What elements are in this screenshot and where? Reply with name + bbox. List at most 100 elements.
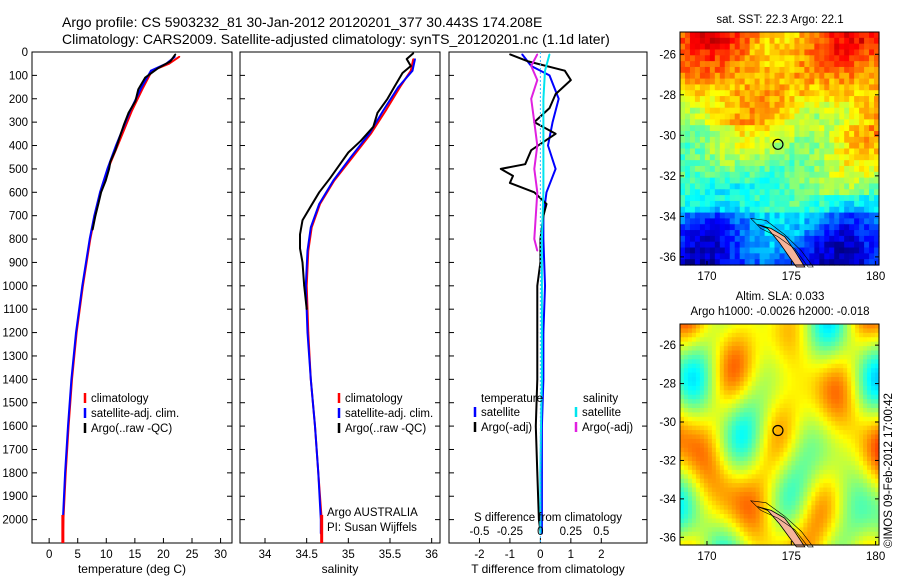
map-cell — [707, 465, 713, 471]
map-cell — [734, 154, 741, 161]
map-cell — [719, 416, 725, 422]
map-cell — [763, 368, 769, 374]
map-cell — [687, 328, 693, 334]
map-cell — [863, 531, 868, 537]
map-cell — [789, 90, 796, 97]
data-point — [104, 179, 107, 182]
map-cell — [799, 341, 804, 347]
data-point — [97, 203, 100, 205]
map-cell — [779, 438, 785, 444]
map-cell — [684, 107, 691, 115]
map-cell — [803, 385, 808, 391]
map-cell — [727, 500, 733, 506]
map-cell — [680, 113, 686, 120]
map-cell — [839, 247, 845, 254]
data-point — [134, 100, 137, 102]
map-cell — [731, 434, 737, 440]
map-cell — [835, 421, 840, 427]
map-cell — [843, 363, 848, 369]
map-cell — [779, 403, 785, 409]
map-cell — [747, 456, 753, 462]
map-cell — [689, 200, 696, 208]
map-cell — [699, 84, 706, 91]
xtick-label: 25 — [186, 549, 199, 561]
map-cell — [867, 434, 872, 440]
map-cell — [849, 49, 855, 56]
map-cell — [739, 142, 746, 150]
map-cell — [735, 381, 741, 387]
map-cell — [769, 224, 776, 231]
map-cell — [851, 394, 856, 400]
map-cell — [847, 434, 852, 440]
map-cell — [715, 359, 721, 365]
map-cell — [747, 337, 753, 343]
map-cell — [759, 487, 765, 493]
map-cell — [743, 469, 749, 475]
map-cell — [723, 372, 729, 378]
map-cell — [699, 443, 705, 449]
map-cell — [680, 522, 685, 528]
map-cell — [699, 171, 706, 179]
map-cell — [680, 131, 686, 138]
map-cell — [809, 37, 815, 45]
map-cell — [703, 505, 709, 511]
map-cell — [754, 183, 761, 190]
map-cell — [835, 390, 840, 396]
map-cell — [824, 131, 830, 138]
map-cell — [779, 259, 786, 266]
map-cell — [754, 125, 761, 132]
map-cell — [680, 200, 686, 208]
map-cell — [751, 368, 757, 374]
map-cell — [867, 341, 872, 347]
map-cell — [874, 119, 880, 126]
map-cell — [691, 452, 697, 458]
map-cell — [703, 403, 709, 409]
map-cell — [774, 195, 781, 202]
map-cell — [859, 354, 864, 360]
map-cell — [687, 540, 693, 546]
map-cell — [734, 136, 741, 144]
map-cell — [834, 72, 840, 80]
map-cell — [811, 350, 816, 356]
map-cell — [771, 407, 777, 413]
map-cell — [711, 434, 717, 440]
map-cell — [729, 218, 736, 225]
map-cell — [739, 350, 745, 356]
data-point — [541, 331, 543, 334]
map-cell — [703, 478, 709, 484]
map-cell — [731, 514, 737, 520]
map-cell — [829, 160, 835, 167]
map-cell — [755, 527, 761, 533]
map-cell — [875, 452, 880, 458]
map-cell — [714, 247, 721, 254]
map-cell — [719, 230, 726, 237]
map-cell — [864, 224, 870, 231]
map-cell — [704, 171, 711, 179]
map-cell — [695, 500, 701, 506]
map-cell — [787, 447, 793, 453]
map-cell — [691, 518, 697, 524]
map-cell — [683, 527, 689, 533]
map-cell — [759, 399, 765, 405]
map-cell — [687, 359, 693, 365]
map-cell — [875, 474, 880, 480]
map-cell — [680, 385, 685, 391]
map-cell — [824, 253, 830, 260]
map-cell — [691, 465, 697, 471]
map-cell — [844, 241, 850, 249]
map-cell — [819, 368, 824, 374]
map-cell — [824, 61, 830, 68]
map-cell — [774, 206, 781, 214]
map-cell — [787, 443, 793, 449]
map-cell — [779, 536, 785, 542]
map-cell — [809, 113, 815, 120]
map-cell — [771, 359, 777, 365]
map-cell — [735, 447, 741, 453]
map-cell — [811, 443, 816, 449]
map-cell — [867, 509, 872, 515]
ytick-label: 1300 — [2, 351, 28, 363]
map-cell — [863, 328, 868, 334]
map-cell — [695, 394, 701, 400]
map-cell — [715, 496, 721, 502]
map-cell — [731, 377, 737, 383]
